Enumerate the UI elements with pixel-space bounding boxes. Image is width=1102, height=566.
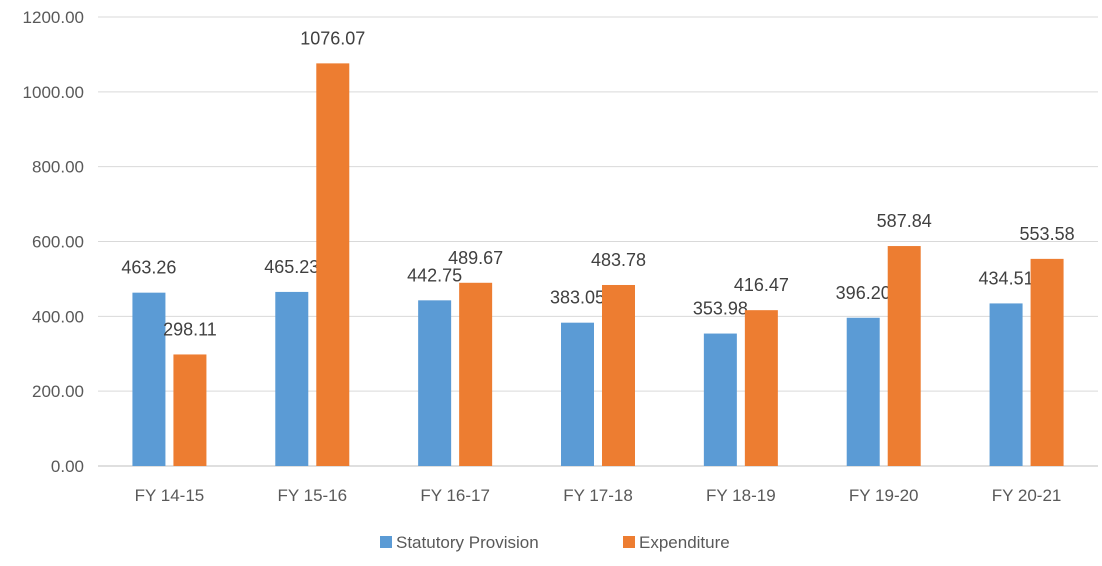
y-tick-label: 1000.00 (23, 83, 84, 102)
x-tick-label: FY 14-15 (135, 486, 205, 505)
data-label: 416.47 (734, 275, 789, 295)
bar-statutory-provision (561, 322, 594, 466)
bar-statutory-provision (989, 303, 1023, 466)
x-tick-label: FY 19-20 (849, 486, 919, 505)
bar-statutory-provision (275, 291, 309, 466)
legend-swatch (623, 536, 635, 548)
y-tick-label: 600.00 (32, 233, 84, 252)
bar-statutory-provision (703, 333, 737, 466)
data-label: 434.51 (979, 268, 1034, 288)
bar-expenditure (887, 246, 921, 466)
y-tick-label: 1200.00 (23, 8, 84, 27)
data-label: 483.78 (591, 250, 646, 270)
data-label: 465.23 (264, 257, 319, 277)
x-tick-label: FY 20-21 (992, 486, 1062, 505)
legend-label: Statutory Provision (396, 533, 539, 552)
y-tick-label: 800.00 (32, 158, 84, 177)
x-tick-label: FY 16-17 (420, 486, 490, 505)
data-label: 553.58 (1020, 224, 1075, 244)
data-label: 442.75 (407, 265, 462, 285)
legend-swatch (380, 536, 392, 548)
bar-expenditure (602, 284, 635, 466)
data-label: 396.20 (836, 283, 891, 303)
bar-expenditure (744, 310, 778, 466)
x-tick-label: FY 15-16 (277, 486, 347, 505)
y-tick-label: 200.00 (32, 382, 84, 401)
data-label: 353.98 (693, 299, 748, 319)
data-label: 1076.07 (300, 28, 365, 48)
data-label: 489.67 (448, 248, 503, 268)
bar-expenditure (459, 282, 493, 466)
bar-expenditure (1030, 258, 1064, 466)
data-label: 298.11 (163, 319, 217, 339)
bar-expenditure (173, 354, 207, 466)
bar-statutory-provision (846, 317, 880, 466)
y-tick-label: 0.00 (51, 457, 84, 476)
data-label: 383.05 (550, 288, 605, 308)
legend-label: Expenditure (639, 533, 730, 552)
bar-statutory-provision (418, 300, 452, 466)
bar-expenditure (316, 63, 350, 466)
data-label: 463.26 (121, 258, 176, 278)
bar-statutory-provision (132, 292, 166, 466)
y-tick-label: 400.00 (32, 307, 84, 326)
x-tick-label: FY 18-19 (706, 486, 776, 505)
data-label: 587.84 (877, 211, 932, 231)
x-tick-label: FY 17-18 (563, 486, 633, 505)
